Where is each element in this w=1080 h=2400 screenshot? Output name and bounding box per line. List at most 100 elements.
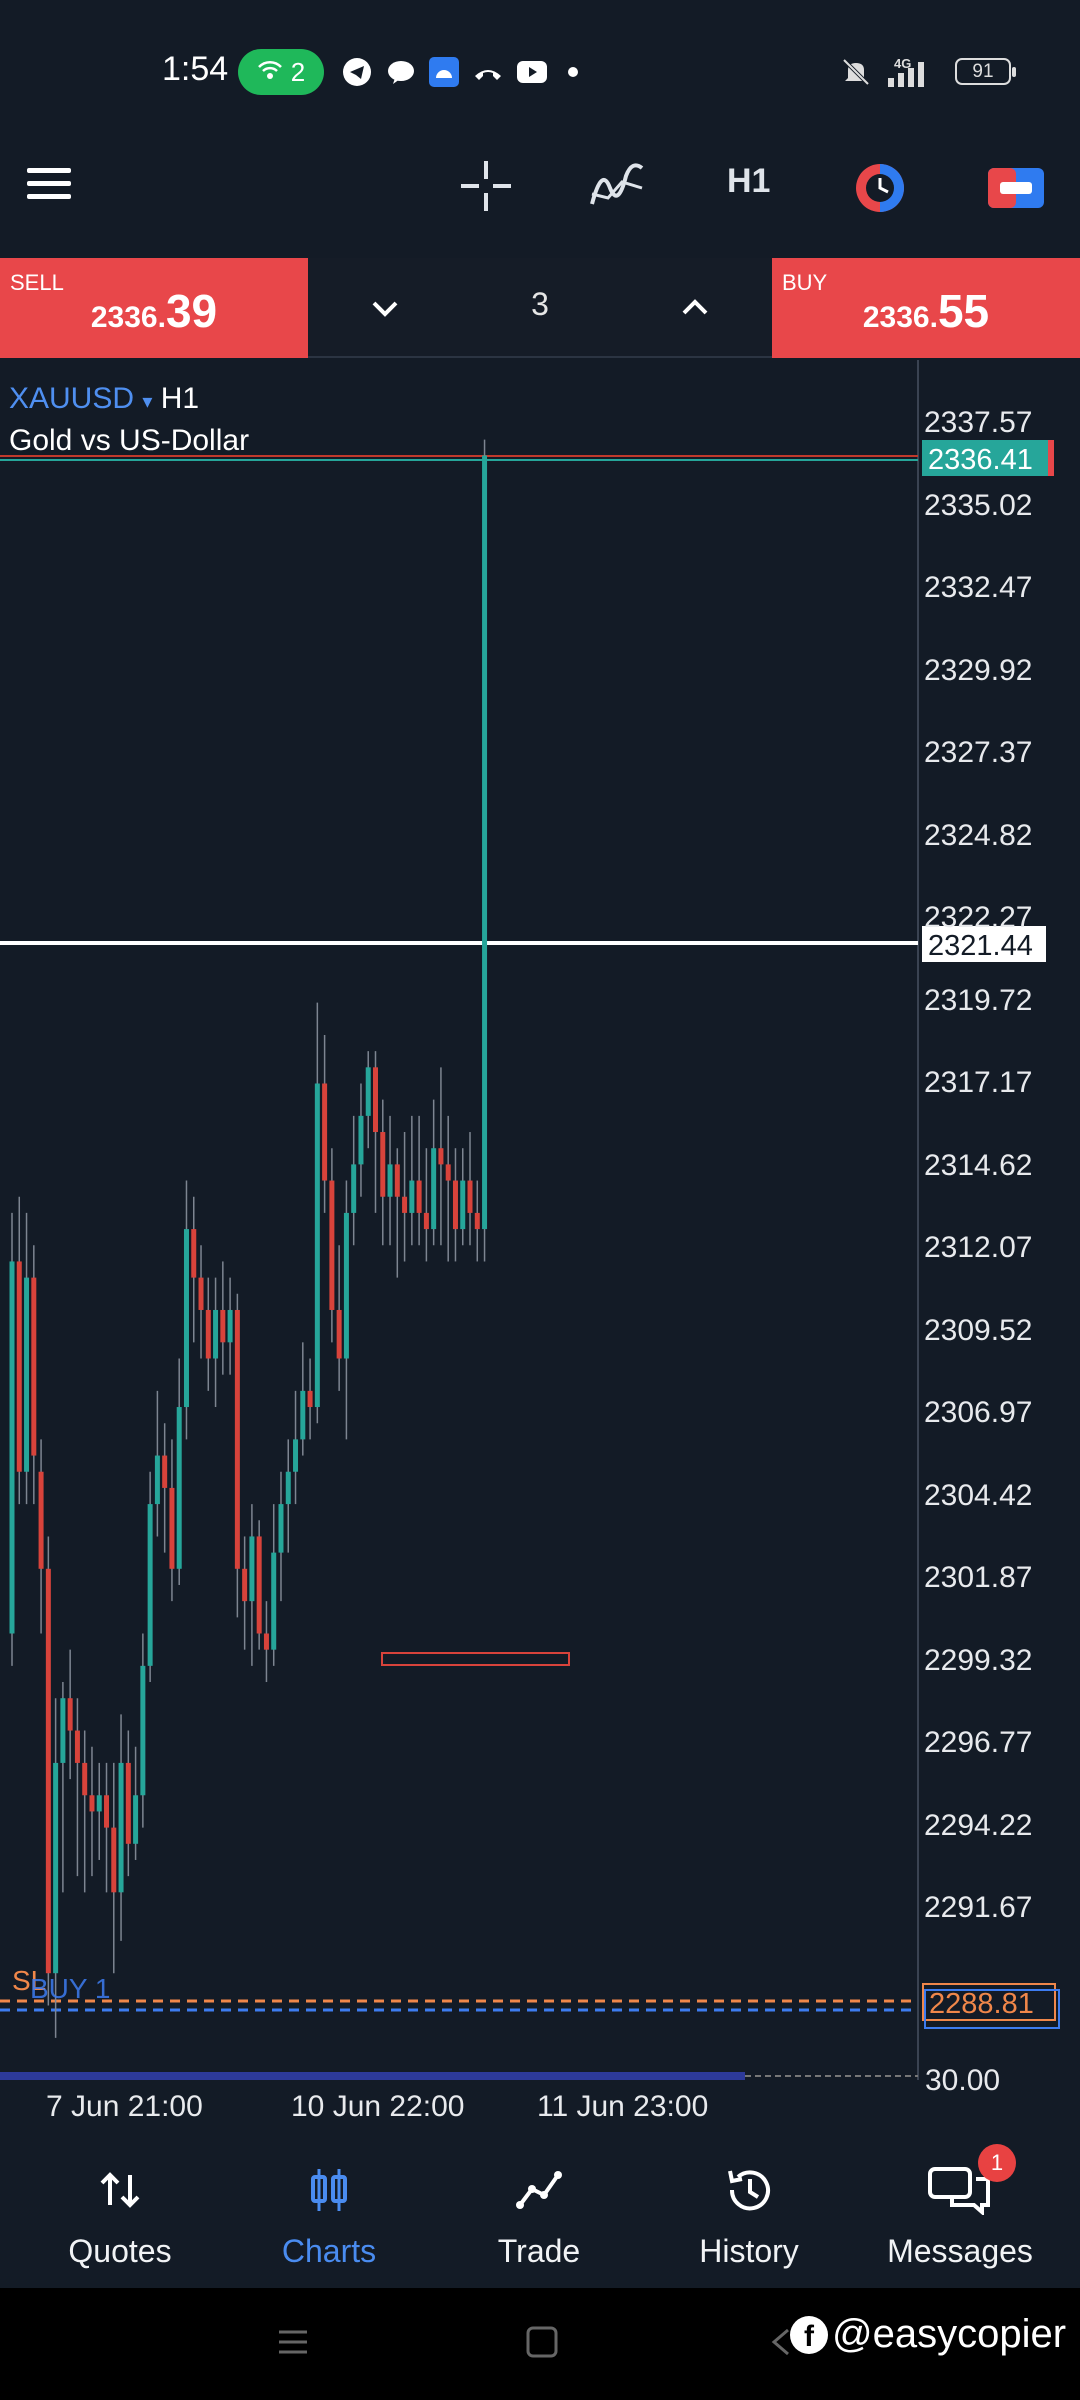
recents-icon[interactable] [275, 2324, 311, 2360]
candle-body [402, 1196, 408, 1213]
sell-price: 2336.39 [90, 285, 218, 337]
indicators-icon[interactable] [588, 158, 646, 214]
line-price-tag-text: 2321.44 [928, 930, 1033, 962]
candle-body [24, 1277, 30, 1472]
price-axis-label: 2324.82 [924, 818, 1033, 852]
menu-icon[interactable] [25, 164, 73, 204]
android-icon [429, 57, 459, 87]
history-icon [728, 2170, 770, 2211]
candle-body [300, 1390, 306, 1440]
symbol-selector[interactable]: XAUUSD ▾ H1 [9, 382, 199, 416]
candle-body [482, 455, 488, 1230]
price-chart[interactable]: SL BUY 1 2336.41 2321.44 2288.81 30.00 [0, 360, 1080, 2135]
clock-icon[interactable] [852, 160, 908, 216]
candle-body [373, 1067, 378, 1133]
candle-body [423, 1212, 429, 1230]
missed-call-icon [475, 70, 501, 80]
system-navigation-bar [0, 2288, 1080, 2400]
candle-body [343, 1212, 349, 1359]
candle-body [467, 1180, 473, 1213]
price-axis-label: 2312.07 [924, 1231, 1033, 1264]
price-axis-label: 2299.32 [924, 1643, 1033, 1677]
status-time: 1:54 [162, 50, 229, 88]
price-axis-label: 2317.17 [924, 1066, 1033, 1099]
nav-quotes[interactable]: Quotes [15, 2135, 225, 2288]
timeframe-button[interactable]: H1 [727, 162, 771, 200]
charts-icon [311, 2169, 347, 2211]
candle-body [31, 1277, 37, 1456]
hotspot-badge: 2 [238, 49, 324, 95]
scroll-bar[interactable] [0, 2072, 745, 2080]
facebook-icon: f [790, 2315, 828, 2354]
lot-size-value[interactable]: 3 [531, 286, 549, 322]
candle-body [474, 1212, 480, 1230]
candle-body [351, 1164, 357, 1213]
rectangle-drawing[interactable] [381, 1652, 570, 1666]
bid-price-tag-text: 2336.41 [928, 444, 1033, 476]
sl-line-label: SL [12, 1965, 46, 1996]
candle-body [183, 1229, 189, 1408]
buy-line-label: BUY 1 [30, 1973, 110, 2004]
candle-body [140, 1665, 146, 1796]
status-bar: 1:54 2 4G 91 [0, 0, 1080, 140]
watermark: f @easycopier [790, 2312, 1066, 2357]
chart-toolbar: H1 [0, 140, 1080, 258]
messages-badge: 1 [978, 2144, 1016, 2182]
signal-icon: 4G [888, 56, 924, 87]
symbol-name[interactable]: XAUUSD [9, 382, 135, 415]
price-axis-label: 2306.97 [924, 1396, 1033, 1429]
trade-bar: SELL 2336.39 3 BUY 2336.55 [0, 258, 1080, 358]
candle-body [329, 1180, 335, 1310]
symbol-dropdown-icon[interactable]: ▾ [142, 391, 153, 413]
price-axis-label: 2332.47 [924, 571, 1033, 604]
candle-body [249, 1536, 255, 1602]
candle-body [271, 1552, 277, 1650]
candle-body [104, 1795, 110, 1828]
candle-body [60, 1698, 66, 1763]
price-axis-label: 2335.02 [924, 488, 1033, 522]
line-price-tag [922, 926, 1046, 962]
candle-body [9, 1261, 15, 1634]
candle-body [205, 1309, 211, 1359]
bottom-navigation: Quotes Charts Trade History Messages 1 [0, 2135, 1080, 2288]
candle-body [307, 1390, 313, 1408]
candlestick-chart[interactable]: SL BUY 1 2336.41 2321.44 2288.81 30.00 [0, 360, 1080, 2135]
price-axis-label: 2304.42 [924, 1478, 1033, 1512]
price-axis-label: 2309.52 [924, 1313, 1033, 1347]
symbol-timeframe: H1 [160, 382, 200, 415]
nav-trade[interactable]: Trade [434, 2135, 644, 2288]
nav-charts[interactable]: Charts [224, 2135, 434, 2288]
trade-icon [516, 2171, 562, 2209]
messages-icon [928, 2167, 990, 2215]
chevron-up-icon[interactable] [678, 291, 712, 325]
price-axis-label: 2329.92 [924, 653, 1033, 687]
home-icon[interactable] [524, 2324, 560, 2360]
more-dot-icon [568, 67, 578, 77]
buy-label: BUY [782, 270, 828, 295]
candle-body [445, 1164, 451, 1181]
lot-size-control: 3 [308, 258, 772, 358]
nav-history[interactable]: History [644, 2135, 854, 2288]
candle-body [460, 1180, 466, 1230]
candle-body [322, 1083, 328, 1181]
candle-body [154, 1455, 160, 1505]
price-axis-label: 2337.57 [924, 406, 1033, 439]
nav-messages[interactable]: Messages [855, 2135, 1065, 2288]
youtube-icon [517, 61, 547, 83]
candle-body [314, 1083, 320, 1408]
chevron-down-icon[interactable] [368, 291, 402, 325]
candle-body [293, 1439, 299, 1472]
back-icon[interactable] [766, 2324, 794, 2360]
hotspot-icon [257, 60, 282, 79]
candle-body [67, 1698, 73, 1731]
candle-body [394, 1164, 400, 1197]
candle-body [256, 1536, 262, 1634]
buy-button[interactable]: BUY 2336.55 [772, 258, 1080, 358]
one-click-trading-icon[interactable] [988, 168, 1044, 208]
candle-body [96, 1795, 102, 1812]
candle-body [358, 1115, 364, 1165]
sell-button[interactable]: SELL 2336.39 [0, 258, 308, 358]
crosshair-icon[interactable] [458, 158, 514, 214]
date-label: 10 Jun 22:00 [291, 2090, 465, 2123]
sell-label: SELL [10, 270, 64, 295]
